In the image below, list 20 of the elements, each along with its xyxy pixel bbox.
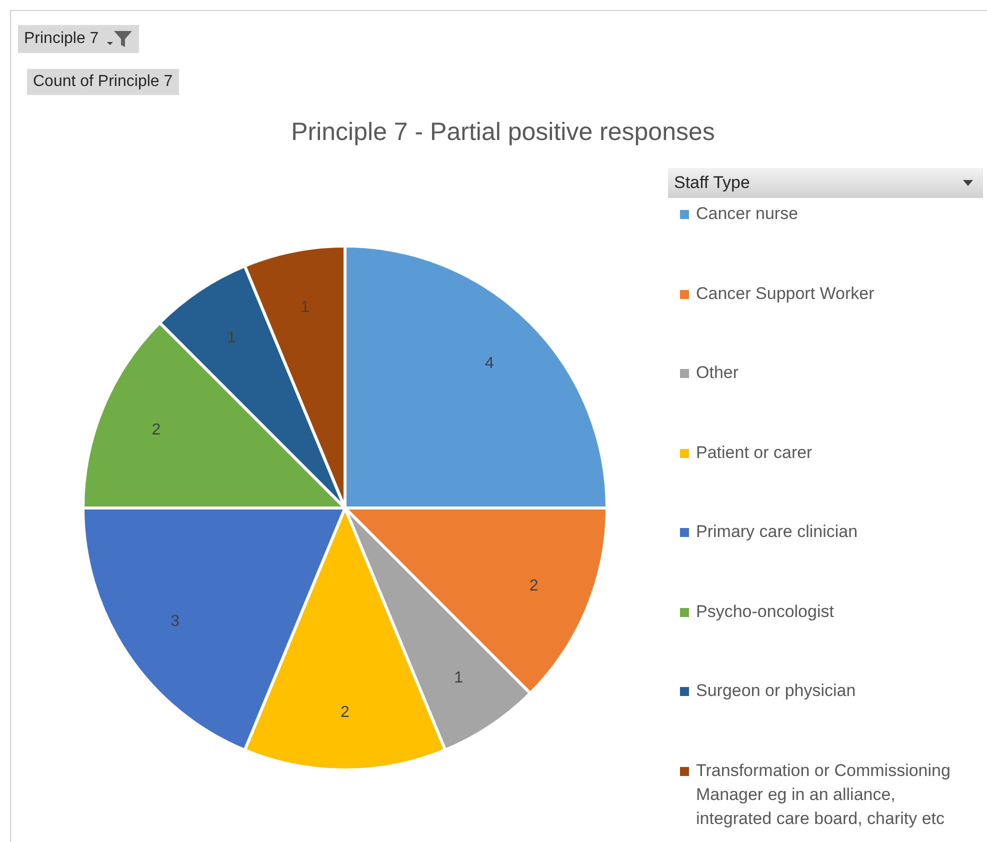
data-label: 3 [170,613,180,630]
data-label: 1 [300,299,310,316]
data-label: 1 [227,330,236,347]
legend-label: Surgeon or physician [696,680,856,702]
data-label: 2 [340,704,350,721]
legend-label: Transformation or Commissioning Manager eg in an alliance, integrated care board, charity etc [696,760,952,830]
data-label: 4 [485,354,494,372]
text: Count of Principle 7 [27,69,179,95]
data-label: 2 [152,421,161,438]
chart-title: Principle 7 - Partial positive responses [290,118,716,147]
legend-label: Other [696,362,739,384]
legend-label: Psycho-oncologist [696,600,834,622]
data-label: 2 [529,578,538,595]
legend-label: Patient or carer [696,442,812,464]
data-label: 1 [454,669,464,686]
legend-label: Cancer nurse [696,203,798,225]
legend-title: Staff Type [674,173,750,193]
legend-label: Cancer Support Worker [696,282,874,304]
text: Principle 7 [24,30,99,48]
legend-label: Primary care clinician [696,521,858,543]
